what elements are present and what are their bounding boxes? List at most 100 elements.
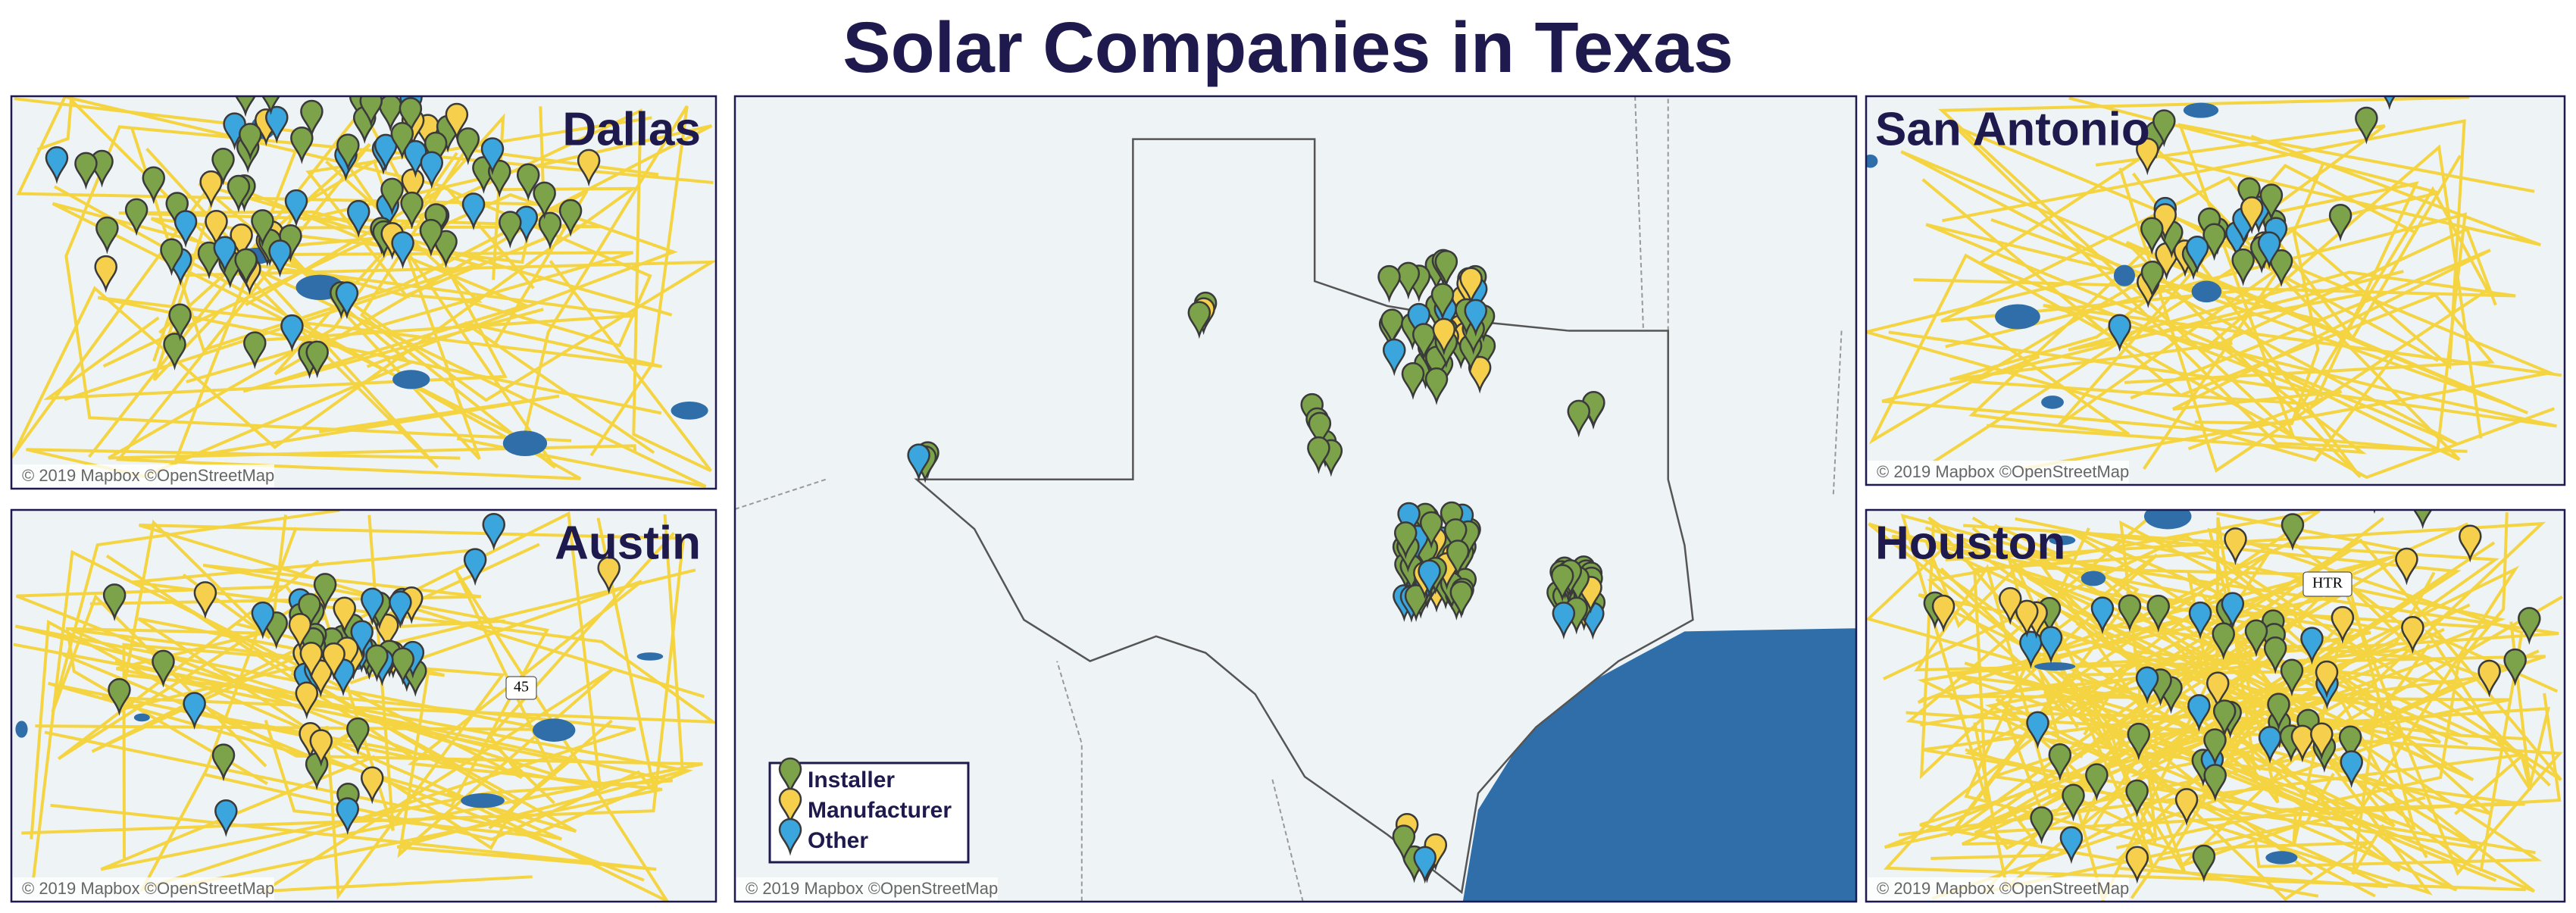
pin	[1446, 539, 1470, 578]
pin	[499, 211, 522, 249]
road-shield	[505, 676, 537, 700]
pin	[365, 644, 389, 683]
state-border	[1634, 96, 1644, 331]
pin	[379, 96, 402, 133]
pin	[2140, 217, 2164, 255]
pin	[1432, 317, 1456, 356]
pin	[1380, 308, 1404, 347]
pin	[2263, 636, 2287, 674]
pin	[2281, 513, 2305, 552]
pin	[2127, 722, 2151, 761]
water	[2080, 571, 2106, 586]
road	[2073, 530, 2496, 734]
pin	[778, 757, 802, 796]
pin	[2192, 844, 2216, 883]
panel-border	[1865, 508, 2566, 903]
pin	[1567, 399, 1591, 438]
pin	[445, 102, 469, 141]
pin	[538, 211, 562, 250]
pin	[907, 443, 930, 482]
pin	[2039, 626, 2063, 664]
attribution-bg	[13, 464, 274, 487]
pin	[2315, 660, 2339, 699]
pin	[2231, 248, 2255, 286]
pin	[298, 593, 321, 631]
water	[2049, 535, 2076, 546]
attribution-bg	[1868, 877, 2129, 900]
pin	[168, 303, 192, 342]
pin	[160, 238, 183, 277]
water	[2265, 851, 2298, 865]
pin	[2257, 231, 2281, 270]
pin	[1308, 411, 1332, 450]
pin	[94, 255, 117, 293]
pin	[288, 613, 312, 651]
road	[36, 96, 439, 469]
pin	[2152, 109, 2176, 148]
pin	[2174, 788, 2199, 826]
panel-title: San Antonio	[1875, 103, 2150, 155]
pin	[2048, 743, 2072, 781]
pin	[102, 583, 127, 621]
pin	[142, 166, 166, 205]
pin	[227, 174, 251, 213]
pin	[211, 148, 235, 186]
road-label: HTR	[2312, 575, 2343, 592]
pin	[333, 596, 356, 635]
pin	[2267, 693, 2290, 731]
water	[1995, 304, 2040, 330]
pin	[213, 236, 237, 274]
legend-box	[768, 761, 970, 864]
road	[1940, 155, 2462, 341]
road	[1954, 125, 2556, 471]
pin	[284, 189, 308, 227]
pin	[2355, 106, 2378, 145]
pin	[335, 281, 359, 320]
attribution-bg	[13, 877, 274, 900]
panel-border	[10, 95, 717, 490]
water	[2183, 102, 2219, 118]
pin	[2244, 619, 2268, 658]
pin	[2185, 236, 2209, 274]
pin	[309, 659, 333, 698]
road	[2083, 649, 2540, 761]
road	[1900, 150, 2528, 446]
pin	[1552, 602, 1576, 639]
pin	[1430, 283, 1455, 321]
pin	[2015, 599, 2039, 638]
pin	[400, 191, 424, 230]
road	[1868, 253, 2556, 480]
road	[150, 217, 707, 488]
state-border	[735, 478, 827, 510]
pin	[336, 797, 360, 835]
pin	[280, 314, 304, 352]
pin	[1434, 250, 1458, 288]
pin	[2459, 524, 2482, 563]
pin	[2338, 725, 2362, 764]
pin	[322, 642, 345, 680]
pin	[2187, 694, 2211, 732]
road	[50, 514, 684, 871]
pin	[108, 678, 131, 716]
road	[1984, 591, 2389, 889]
water	[502, 430, 548, 457]
pin	[2258, 726, 2282, 764]
pin	[374, 133, 398, 172]
pin	[2478, 659, 2501, 698]
pin	[2331, 605, 2355, 644]
pin	[2340, 750, 2363, 789]
water	[2041, 396, 2064, 409]
pin	[359, 96, 383, 127]
pin	[2310, 722, 2334, 761]
pin	[1550, 564, 1574, 602]
water	[671, 402, 708, 420]
road	[2096, 568, 2543, 868]
pin	[597, 556, 621, 595]
pin	[2019, 630, 2043, 669]
panel-border	[1865, 95, 2566, 486]
pin	[2135, 666, 2159, 705]
pin	[389, 590, 412, 629]
pin	[234, 248, 258, 286]
pin	[261, 96, 280, 115]
